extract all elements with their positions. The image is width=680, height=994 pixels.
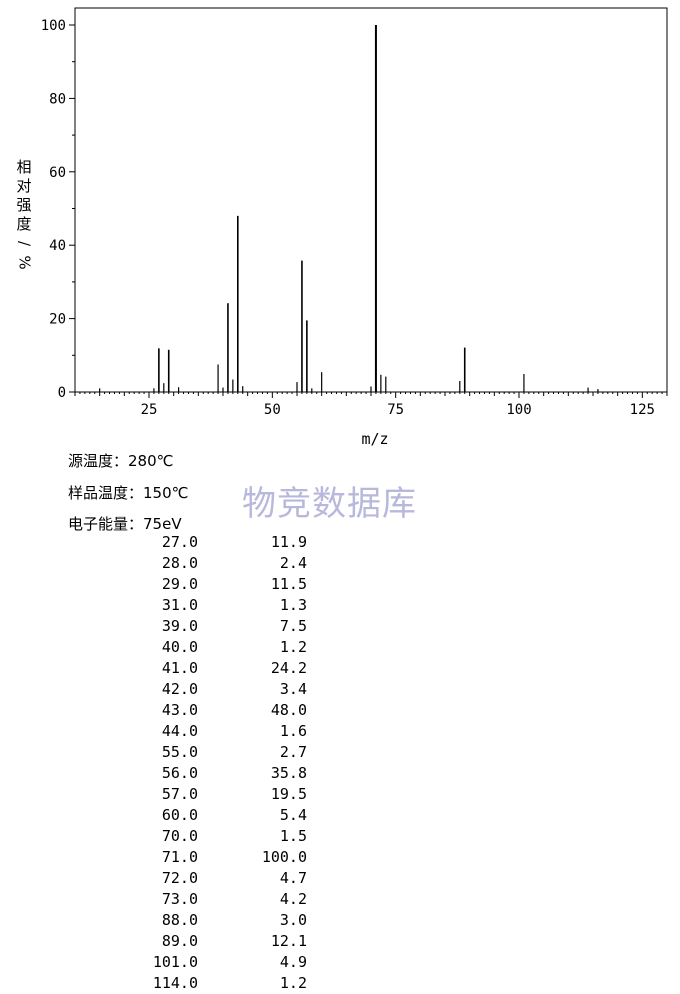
mz-value: 114.0	[152, 974, 198, 992]
table-row: 41.0 24.2	[0, 658, 320, 679]
electron-energy: 电子能量：75eV	[68, 515, 182, 533]
intensity-value: 1.2	[279, 638, 307, 656]
table-row: 70.0 1.5	[0, 826, 320, 847]
mass-spectrum-chart: 0 20 40 60 80 100 25 50 75 100 125 m/z	[41, 7, 668, 448]
y-axis-label: 相对强度 /%	[12, 158, 36, 272]
y-axis-label-char: 对	[16, 177, 32, 195]
mz-value: 88.0	[161, 911, 198, 929]
sample-temperature: 样品温度：150℃	[68, 484, 189, 502]
intensity-value: 4.9	[279, 953, 307, 971]
intensity-value: 5.4	[279, 806, 307, 824]
x-axis: 25 50 75 100 125	[74, 392, 668, 418]
intensity-value: 2.4	[279, 554, 307, 572]
y-tick-label: 60	[49, 165, 66, 181]
table-row: 42.0 3.4	[0, 679, 320, 700]
intensity-value: 35.8	[270, 764, 307, 782]
mz-value: 72.0	[161, 869, 198, 887]
x-tick-label: 100	[506, 402, 531, 418]
table-row: 101.0 4.9	[0, 952, 320, 973]
table-row: 28.0 2.4	[0, 553, 320, 574]
intensity-value: 4.2	[279, 890, 307, 908]
intensity-value: 7.5	[279, 617, 307, 635]
x-axis-label: m/z	[361, 430, 388, 448]
intensity-value: 11.5	[270, 575, 307, 593]
intensity-value: 12.1	[270, 932, 307, 950]
intensity-value: 100.0	[261, 848, 307, 866]
y-axis-label-char: 度	[16, 215, 32, 233]
mz-value: 89.0	[161, 932, 198, 950]
intensity-value: 2.7	[279, 743, 307, 761]
intensity-value: 48.0	[270, 701, 307, 719]
table-row: 56.0 35.8	[0, 763, 320, 784]
table-row: 39.0 7.5	[0, 616, 320, 637]
mz-value: 44.0	[161, 722, 198, 740]
x-tick-label: 50	[264, 402, 281, 418]
table-row: 60.0 5.4	[0, 805, 320, 826]
mz-value: 56.0	[161, 764, 198, 782]
intensity-value: 1.6	[279, 722, 307, 740]
intensity-value: 24.2	[270, 659, 307, 677]
mz-value: 55.0	[161, 743, 198, 761]
table-row: 55.0 2.7	[0, 742, 320, 763]
intensity-value: 11.9	[270, 533, 307, 551]
table-row: 89.0 12.1	[0, 931, 320, 952]
table-row: 29.0 11.5	[0, 574, 320, 595]
mz-value: 27.0	[161, 533, 198, 551]
peak-table: 27.0 11.9 28.0 2.4 29.0 11.5 31.0 1.3 39.0 7.5 40.…	[0, 532, 320, 994]
intensity-value: 1.3	[279, 596, 307, 614]
y-axis-label-char: 强	[16, 196, 32, 214]
intensity-value: 4.7	[279, 869, 307, 887]
table-row: 31.0 1.3	[0, 595, 320, 616]
y-tick-label: 0	[58, 385, 66, 401]
spectrum-peaks	[99, 25, 599, 392]
y-axis-label-char: %	[15, 255, 34, 270]
y-tick-label: 20	[49, 312, 66, 328]
intensity-value: 1.2	[279, 974, 307, 992]
x-tick-label: 125	[630, 402, 655, 418]
mz-value: 42.0	[161, 680, 198, 698]
table-row: 73.0 4.2	[0, 889, 320, 910]
mz-value: 60.0	[161, 806, 198, 824]
table-row: 57.0 19.5	[0, 784, 320, 805]
mz-value: 71.0	[161, 848, 198, 866]
table-row: 71.0 100.0	[0, 847, 320, 868]
x-tick-label: 75	[387, 402, 404, 418]
table-row: 72.0 4.7	[0, 868, 320, 889]
mz-value: 101.0	[152, 953, 198, 971]
mz-value: 39.0	[161, 617, 198, 635]
table-row: 40.0 1.2	[0, 637, 320, 658]
mz-value: 57.0	[161, 785, 198, 803]
mz-value: 31.0	[161, 596, 198, 614]
y-axis-label-char: 相	[16, 158, 32, 176]
table-row: 44.0 1.6	[0, 721, 320, 742]
source-temperature: 源温度：280℃	[68, 452, 174, 470]
mz-value: 43.0	[161, 701, 198, 719]
y-tick-label: 100	[41, 18, 66, 34]
y-tick-label: 80	[49, 91, 66, 107]
mz-value: 29.0	[161, 575, 198, 593]
y-axis: 0 20 40 60 80 100	[41, 18, 75, 401]
plot-frame	[74, 7, 668, 393]
table-row: 88.0 3.0	[0, 910, 320, 931]
intensity-value: 3.4	[279, 680, 307, 698]
mz-value: 28.0	[161, 554, 198, 572]
intensity-value: 19.5	[270, 785, 307, 803]
mz-value: 73.0	[161, 890, 198, 908]
watermark: 物竞数据库	[242, 484, 417, 524]
y-tick-label: 40	[49, 238, 66, 254]
plot-border	[74, 7, 668, 393]
mz-value: 41.0	[161, 659, 198, 677]
table-row: 43.0 48.0	[0, 700, 320, 721]
table-row: 27.0 11.9	[0, 532, 320, 553]
intensity-value: 3.0	[279, 911, 307, 929]
mz-value: 70.0	[161, 827, 198, 845]
x-tick-label: 25	[141, 402, 158, 418]
table-row: 114.0 1.2	[0, 973, 320, 994]
intensity-value: 1.5	[279, 827, 307, 845]
mz-value: 40.0	[161, 638, 198, 656]
